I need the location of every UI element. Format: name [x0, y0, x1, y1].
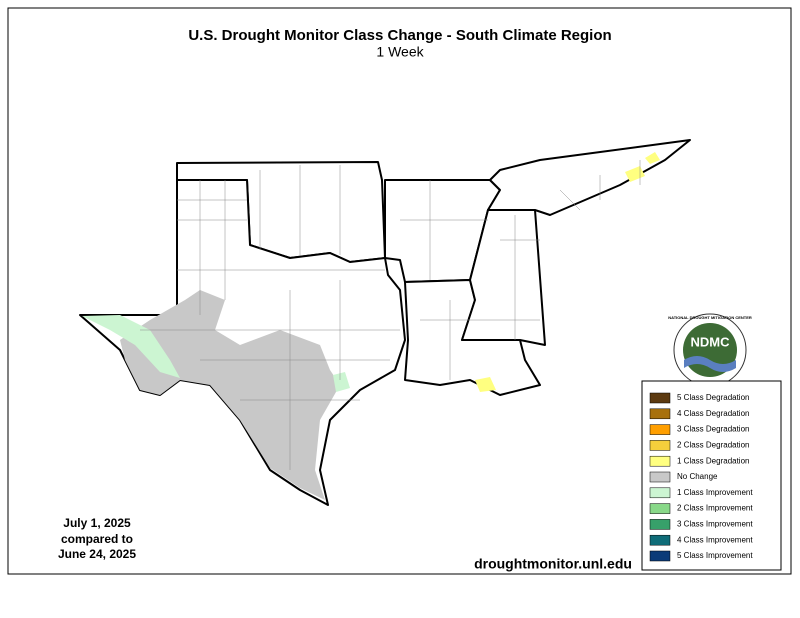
- improvement-area: [333, 372, 350, 392]
- legend-label: 3 Class Degradation: [677, 425, 749, 434]
- date-line: compared to: [61, 532, 133, 546]
- legend-swatch: [649, 534, 671, 546]
- legend-swatch: [649, 550, 671, 562]
- legend-swatch: [649, 455, 671, 467]
- legend-label: 4 Class Improvement: [677, 535, 753, 544]
- degradation-area: [645, 152, 660, 164]
- source-url: droughtmonitor.unl.edu: [474, 556, 632, 572]
- logo-text: NDMC: [691, 334, 731, 349]
- legend-label: 2 Class Degradation: [677, 441, 749, 450]
- texas: [79, 179, 406, 506]
- legend-label: 2 Class Improvement: [677, 504, 753, 513]
- legend-label: No Change: [677, 472, 718, 481]
- legend-swatch: [649, 392, 671, 404]
- date-line: June 24, 2025: [58, 547, 136, 561]
- logo-wave: [684, 356, 736, 372]
- improvement-area: [82, 315, 180, 378]
- legend-swatch: [649, 424, 671, 435]
- legend-swatch: [649, 440, 671, 451]
- date-line: July 1, 2025: [63, 516, 131, 530]
- legend-swatch: [649, 519, 671, 530]
- county-lines: [140, 160, 641, 470]
- subtitle: 1 Week: [376, 44, 424, 60]
- title: U.S. Drought Monitor Class Change - Sout…: [188, 27, 611, 44]
- legend-swatch: [649, 408, 671, 420]
- tennessee: [487, 139, 691, 216]
- legend-swatch: [649, 487, 671, 499]
- legend-label: 3 Class Improvement: [677, 520, 753, 529]
- legend-label: 5 Class Improvement: [677, 551, 753, 560]
- legend-swatch: [649, 503, 671, 514]
- logo-top-text: NATIONAL DROUGHT MITIGATION CENTER: [668, 315, 752, 320]
- mississippi: [461, 209, 546, 346]
- legend-label: 1 Class Improvement: [677, 488, 753, 497]
- legend-label: 5 Class Degradation: [677, 393, 749, 402]
- map: [79, 139, 691, 506]
- degradation-area: [475, 377, 496, 392]
- no-change-area: [120, 290, 340, 500]
- legend-label: 1 Class Degradation: [677, 456, 749, 465]
- legend-swatch: [649, 471, 671, 483]
- legend: 5 Class Degradation 4 Class Degradation 3 …: [649, 392, 753, 562]
- legend-label: 4 Class Degradation: [677, 409, 749, 418]
